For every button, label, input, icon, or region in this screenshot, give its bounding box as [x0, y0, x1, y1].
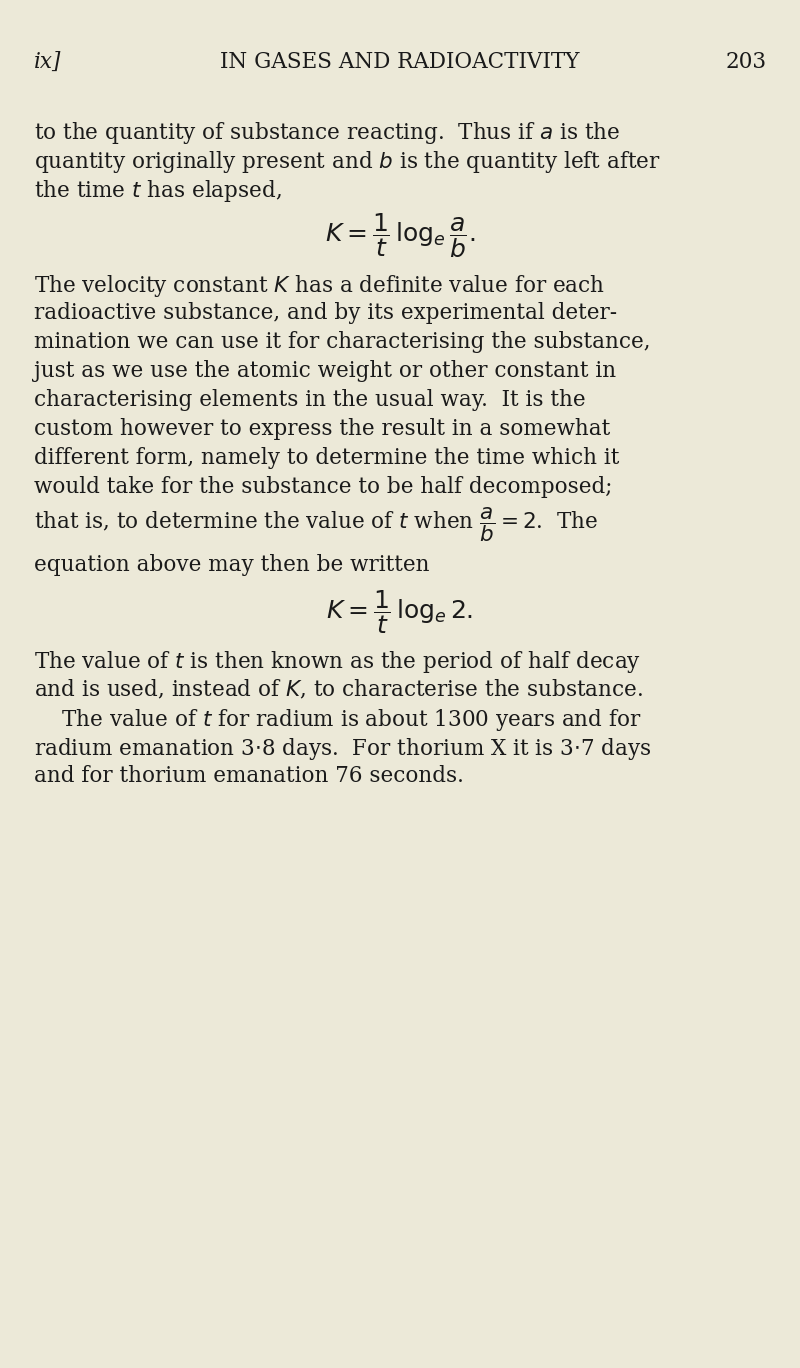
Text: $K = \dfrac{1}{t}\,\log_e 2.$: $K = \dfrac{1}{t}\,\log_e 2.$ — [326, 588, 474, 636]
Text: and is used, instead of $K$, to characterise the substance.: and is used, instead of $K$, to characte… — [34, 679, 642, 702]
Text: to the quantity of substance reacting.  Thus if $a$ is the: to the quantity of substance reacting. T… — [34, 120, 620, 146]
Text: and for thorium emanation 76 seconds.: and for thorium emanation 76 seconds. — [34, 765, 463, 787]
Text: quantity originally present and $b$ is the quantity left after: quantity originally present and $b$ is t… — [34, 149, 660, 175]
Text: equation above may then be written: equation above may then be written — [34, 554, 429, 576]
Text: The velocity constant $K$ has a definite value for each: The velocity constant $K$ has a definite… — [34, 274, 605, 300]
Text: The value of $t$ is then known as the period of half decay: The value of $t$ is then known as the pe… — [34, 648, 641, 674]
Text: characterising elements in the usual way.  It is the: characterising elements in the usual way… — [34, 389, 586, 410]
Text: The value of $t$ for radium is about 1300 years and for: The value of $t$ for radium is about 130… — [34, 707, 641, 733]
Text: mination we can use it for characterising the substance,: mination we can use it for characterisin… — [34, 331, 650, 353]
Text: IN GASES AND RADIOACTIVITY: IN GASES AND RADIOACTIVITY — [220, 51, 580, 73]
Text: ix]: ix] — [34, 51, 61, 73]
Text: $K = \dfrac{1}{t}\,\log_e \dfrac{a}{b}.$: $K = \dfrac{1}{t}\,\log_e \dfrac{a}{b}.$ — [325, 212, 475, 260]
Text: that is, to determine the value of $t$ when $\dfrac{a}{b} = 2$.  The: that is, to determine the value of $t$ w… — [34, 505, 598, 543]
Text: custom however to express the result in a somewhat: custom however to express the result in … — [34, 419, 610, 440]
Text: different form, namely to determine the time which it: different form, namely to determine the … — [34, 447, 619, 469]
Text: would take for the substance to be half decomposed;: would take for the substance to be half … — [34, 476, 612, 498]
Text: radium emanation 3$\cdot$8 days.  For thorium X it is 3$\cdot$7 days: radium emanation 3$\cdot$8 days. For tho… — [34, 736, 651, 762]
Text: the time $t$ has elapsed,: the time $t$ has elapsed, — [34, 178, 282, 204]
Text: just as we use the atomic weight or other constant in: just as we use the atomic weight or othe… — [34, 360, 616, 382]
Text: 203: 203 — [726, 51, 766, 73]
Text: radioactive substance, and by its experimental deter-: radioactive substance, and by its experi… — [34, 302, 617, 324]
